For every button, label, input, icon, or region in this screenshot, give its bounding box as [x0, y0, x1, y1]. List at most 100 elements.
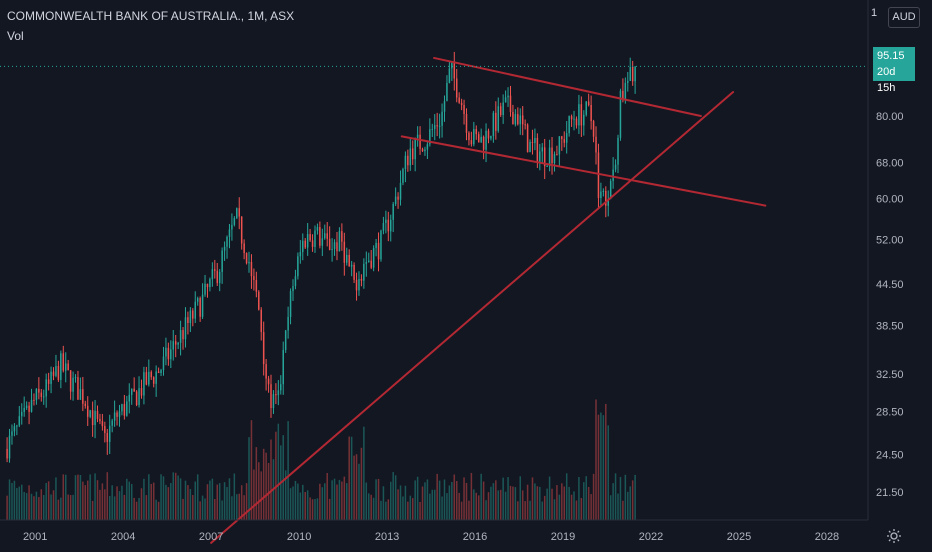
time-axis-tick-label: 2016 [463, 531, 487, 543]
price-axis-tick-label: 80.00 [876, 111, 904, 123]
volume-bar [377, 478, 380, 520]
price-axis[interactable]: 80.00 68.00 60.00 52.00 44.50 38.50 32.50 28.50… [876, 111, 904, 499]
volume-bar [482, 481, 485, 520]
candle-body [223, 246, 226, 251]
candle-body [490, 136, 492, 139]
candle-body [411, 148, 414, 160]
volume-bar [416, 476, 419, 520]
volume-bar [372, 497, 375, 520]
time-axis-tick-label: 2010 [287, 531, 311, 543]
candle-body [148, 371, 150, 385]
volume-bar [404, 485, 407, 520]
settings-button[interactable] [874, 525, 914, 547]
candle-body [35, 388, 38, 400]
volume-bar [299, 492, 302, 520]
volume-bar [583, 482, 585, 520]
volume-bar [135, 501, 138, 520]
price-axis-tick-label: 32.50 [876, 369, 904, 381]
volume-bar [123, 494, 126, 520]
candle-body [199, 298, 201, 317]
volume-bar [145, 495, 148, 520]
volume-bar [275, 431, 277, 520]
candle-body [355, 279, 358, 291]
volume-bar [409, 495, 412, 520]
volume-bar [348, 436, 350, 520]
volume-bar [485, 500, 487, 520]
candle-body [509, 95, 512, 113]
candle-body [531, 141, 534, 143]
candle-body [392, 203, 394, 220]
volume-bar [284, 470, 287, 520]
last-price-badge: 95.15 20d 15h [873, 47, 915, 94]
volume-bar [580, 498, 583, 520]
volume-bar [426, 479, 429, 520]
volume-bar [253, 469, 255, 520]
volume-bar [568, 486, 570, 520]
candle-body [94, 410, 96, 426]
volume-bar [592, 473, 595, 520]
candle-body [204, 283, 206, 295]
candle-body [360, 278, 363, 281]
volume-bar [326, 472, 328, 520]
volume-bar [607, 425, 609, 520]
volume-bar [358, 463, 360, 520]
volume-bar [402, 496, 404, 520]
volume-bar [282, 435, 284, 520]
candle-body [473, 129, 475, 145]
volume-bar [443, 479, 446, 520]
volume-bar [231, 496, 233, 520]
candle-body [262, 332, 265, 365]
candle-body [182, 330, 184, 340]
volume-bar [86, 480, 89, 520]
candle-body [624, 82, 627, 99]
volume-bar [50, 494, 52, 520]
candle-body [306, 234, 309, 248]
candle-body [272, 394, 275, 408]
volume-bar [531, 477, 534, 520]
volume-bar [255, 447, 258, 520]
candle-body [270, 384, 272, 408]
volume-bar [385, 501, 387, 520]
candle-body [609, 181, 612, 199]
candle-body [57, 365, 60, 380]
candle-body [143, 372, 145, 396]
candle-body [578, 104, 580, 126]
candle-body [160, 370, 162, 374]
trend-layer [210, 56, 767, 544]
candle-body [438, 125, 441, 127]
volume-bar [243, 495, 245, 520]
candle-body [350, 264, 353, 267]
candle-body [514, 114, 517, 125]
candle-body [240, 216, 243, 244]
volume-bar [250, 420, 253, 520]
volume-bar [306, 490, 309, 520]
time-axis[interactable]: 2001 2004 2007 2010 2013 2016 2019 2022 2025 2028 [23, 531, 839, 543]
candle-body [551, 147, 553, 164]
volume-bar [314, 499, 316, 520]
candle-body [585, 101, 587, 115]
volume-bar [214, 498, 216, 520]
volume-bar [113, 496, 116, 520]
candle-body [319, 227, 321, 246]
candle-body [294, 276, 297, 287]
candle-body [595, 136, 597, 153]
candle-body [338, 231, 341, 252]
volume-bar [18, 486, 21, 520]
candle-body [485, 130, 487, 150]
time-axis-tick-label: 2004 [111, 531, 135, 543]
candle-body [321, 238, 324, 246]
candle-body [121, 404, 123, 412]
candle-body [631, 66, 634, 82]
candle-body [458, 97, 460, 103]
currency-button[interactable]: AUD [888, 7, 920, 28]
volume-bar [477, 495, 480, 520]
volume-bar [209, 480, 211, 520]
volume-bar [218, 483, 221, 520]
price-axis-tick-label: 44.50 [876, 279, 904, 291]
volume-bar [585, 476, 587, 520]
candle-body [519, 115, 522, 125]
candle-body [113, 412, 116, 421]
time-axis-tick-label: 2007 [199, 531, 223, 543]
